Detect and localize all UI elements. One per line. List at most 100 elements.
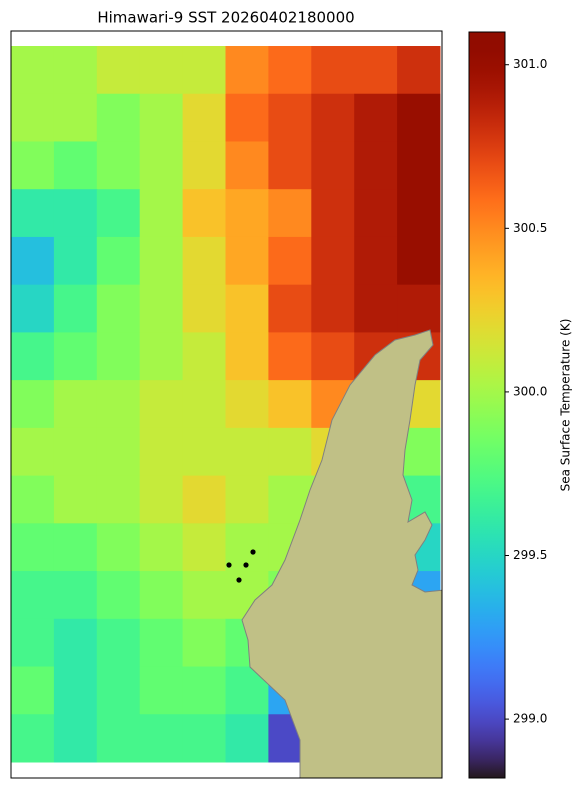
sst-cell <box>311 332 355 381</box>
colorbar-tick-label: 300.5 <box>513 221 547 235</box>
sst-cell <box>182 236 226 286</box>
sst-cell <box>139 93 184 142</box>
sst-cell <box>11 284 55 333</box>
sst-cell <box>139 284 184 333</box>
land <box>241 329 442 778</box>
sst-cell <box>354 46 398 95</box>
sst-cell <box>11 141 55 190</box>
sst-cell <box>96 714 141 763</box>
sst-cell <box>354 236 398 286</box>
sst-cell <box>139 714 184 763</box>
sst-cell <box>11 427 55 477</box>
land-layer <box>241 329 442 778</box>
sst-cell <box>11 523 55 572</box>
sst-cell <box>53 618 98 668</box>
sst-cell <box>53 523 98 572</box>
sst-cell <box>182 284 226 333</box>
sst-cell <box>268 380 312 429</box>
sst-cell <box>268 93 312 142</box>
sst-cell <box>11 380 55 429</box>
sst-cell <box>225 714 269 763</box>
sst-cell <box>225 46 269 95</box>
sst-cell <box>139 427 184 477</box>
sst-cell <box>225 141 269 190</box>
sst-cell <box>397 189 441 238</box>
sst-cell <box>397 284 441 333</box>
sst-cell <box>268 332 312 381</box>
station-dot <box>243 562 249 568</box>
sst-cell <box>225 380 269 429</box>
sst-cell <box>225 93 269 142</box>
sst-cell <box>139 189 184 238</box>
sst-cell <box>53 141 98 190</box>
sst-cell <box>311 141 355 190</box>
sst-cell <box>11 46 55 95</box>
sst-cell <box>11 666 55 715</box>
sst-cell <box>139 46 184 95</box>
sst-cell <box>225 189 269 238</box>
sst-cell <box>96 236 141 286</box>
sst-cell <box>268 427 312 477</box>
sst-cell <box>311 236 355 286</box>
colorbar-tick-label: 299.5 <box>513 548 547 562</box>
sst-cell <box>11 618 55 668</box>
sst-cell <box>96 332 141 381</box>
chart-title: Himawari-9 SST 20260402180000 <box>97 9 354 27</box>
sst-cell <box>225 332 269 381</box>
colorbar-tick-label: 300.0 <box>513 384 547 398</box>
sst-cell <box>139 332 184 381</box>
sst-cell <box>96 93 141 142</box>
sst-cell <box>53 475 98 524</box>
sst-cell <box>268 141 312 190</box>
sst-cell <box>53 714 98 763</box>
sst-cell <box>96 427 141 477</box>
sst-cell <box>354 93 398 142</box>
sst-cell <box>53 189 98 238</box>
sst-cell <box>182 46 226 95</box>
sst-cell <box>268 284 312 333</box>
sst-cell <box>96 380 141 429</box>
sst-cell <box>139 141 184 190</box>
sst-cell <box>268 46 312 95</box>
station-dot <box>236 577 242 583</box>
map-frame <box>10 30 443 779</box>
sst-cell <box>268 236 312 286</box>
sst-cell <box>397 141 441 190</box>
sst-cell <box>139 571 184 620</box>
sst-cell <box>182 189 226 238</box>
sst-cell <box>354 141 398 190</box>
sst-cell <box>139 475 184 524</box>
sst-cell <box>182 714 226 763</box>
sst-cell <box>182 141 226 190</box>
sst-cell <box>96 189 141 238</box>
sst-cell <box>53 571 98 620</box>
sst-cell <box>225 236 269 286</box>
sst-cell <box>354 284 398 333</box>
colorbar <box>468 31 506 779</box>
colorbar-tick-label: 299.0 <box>513 712 547 726</box>
sst-cell <box>96 571 141 620</box>
sst-cell <box>182 332 226 381</box>
sst-cell <box>11 93 55 142</box>
station-dot <box>250 549 256 555</box>
sst-cell <box>182 571 226 620</box>
sst-cell <box>311 189 355 238</box>
sst-cell <box>96 618 141 668</box>
sst-cell <box>53 46 98 95</box>
sst-cell <box>96 666 141 715</box>
sst-cell <box>96 46 141 95</box>
sst-cell <box>182 427 226 477</box>
sst-cell <box>397 46 441 95</box>
sst-cell <box>311 46 355 95</box>
sst-cell <box>53 332 98 381</box>
stations <box>226 549 256 583</box>
sst-cell <box>11 332 55 381</box>
sst-cell <box>397 93 441 142</box>
station-dot <box>226 562 232 568</box>
sst-cell <box>11 236 55 286</box>
sst-cell <box>11 475 55 524</box>
sst-cell <box>182 93 226 142</box>
colorbar-tick-label: 301.0 <box>513 57 547 71</box>
sst-cell <box>96 141 141 190</box>
sst-cell <box>182 523 226 572</box>
